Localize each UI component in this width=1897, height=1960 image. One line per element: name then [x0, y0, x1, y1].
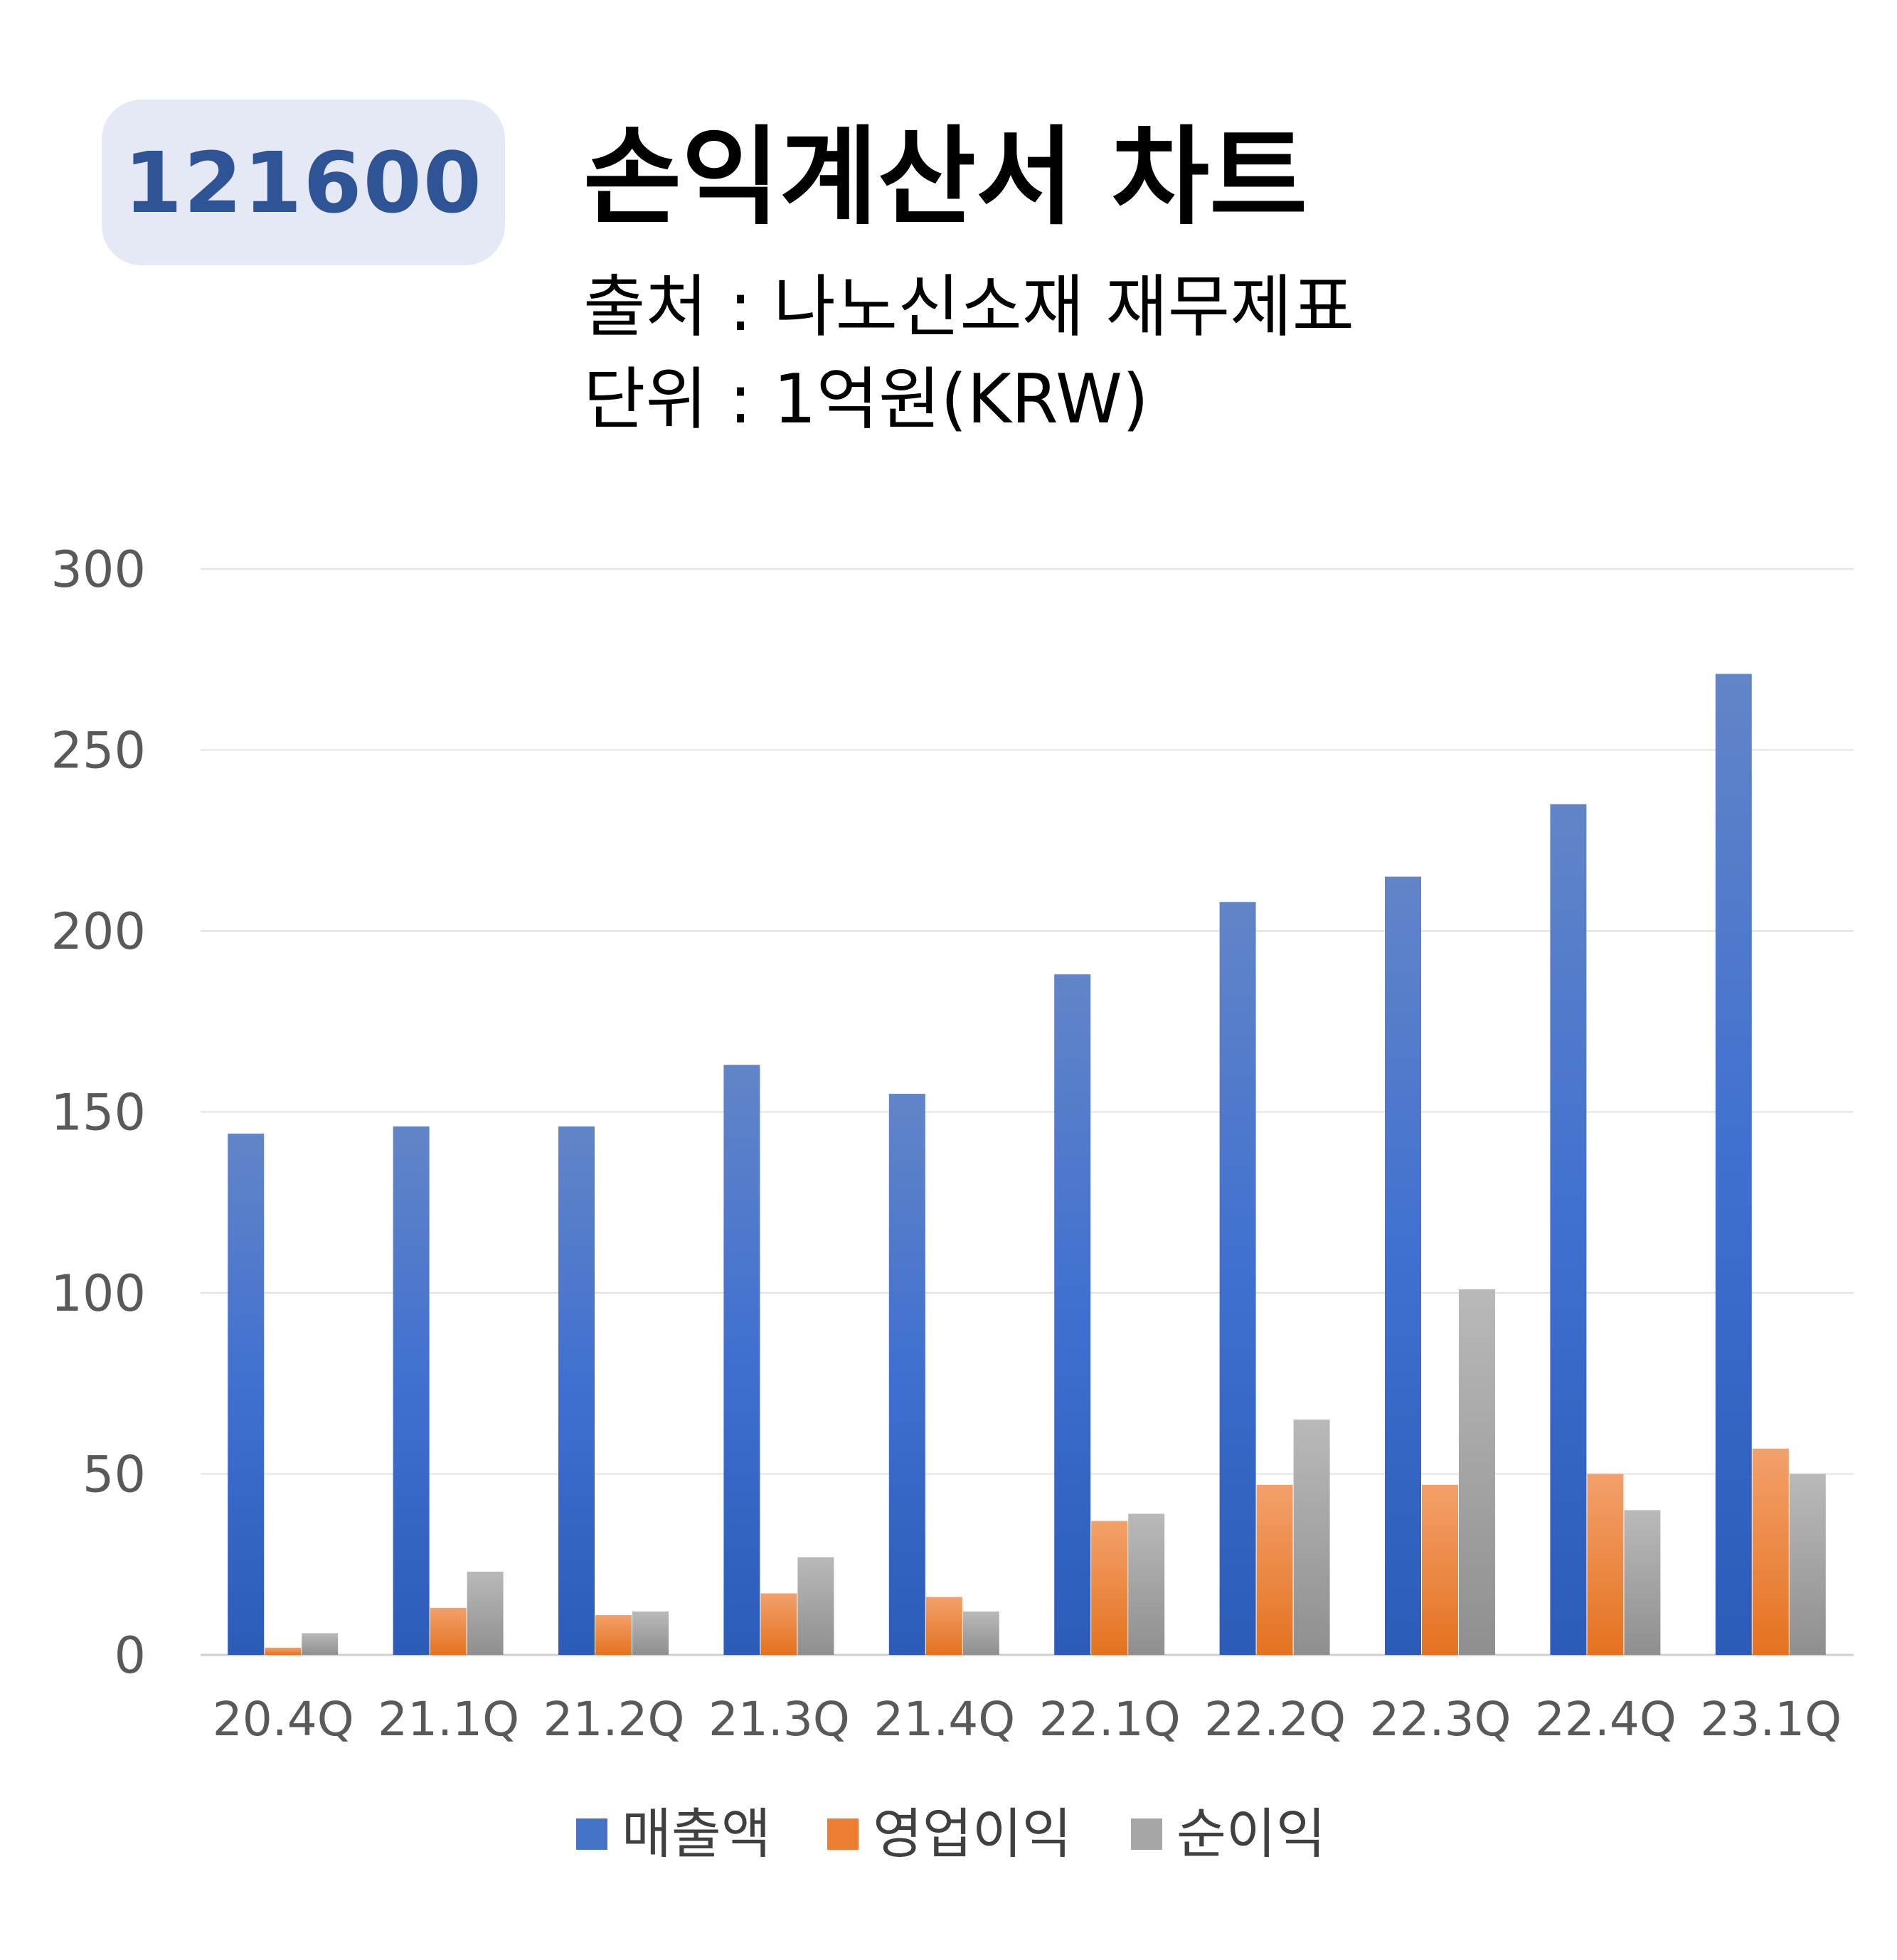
- bar-매출액-23.1Q: [1715, 673, 1752, 1655]
- legend-swatch: [827, 1818, 859, 1850]
- bar-영업이익-21.1Q: [430, 1607, 467, 1655]
- legend: 매출액 영업이익 순이익: [576, 1802, 1326, 1865]
- x-tick-label: 22.1Q: [1039, 1692, 1181, 1747]
- x-tick-label: 21.3Q: [708, 1692, 850, 1747]
- legend-label: 순이익: [1176, 1802, 1326, 1865]
- bar-매출액-21.2Q: [558, 1126, 595, 1655]
- x-tick-label: 21.4Q: [873, 1692, 1015, 1747]
- stock-code: 121600: [124, 133, 483, 232]
- bar-순이익-21.4Q: [962, 1611, 999, 1655]
- legend-swatch: [1131, 1818, 1162, 1850]
- unit-line: 단위 : 1억원(KRW): [583, 361, 1149, 439]
- bar-영업이익-22.4Q: [1587, 1474, 1624, 1655]
- bar-영업이익-21.3Q: [760, 1593, 797, 1655]
- bar-순이익-21.2Q: [632, 1611, 669, 1655]
- y-tick-label: 300: [51, 540, 146, 599]
- bar-매출액-22.4Q: [1550, 804, 1587, 1655]
- legend-label: 영업이익: [873, 1802, 1072, 1865]
- y-tick-label: 250: [51, 722, 146, 780]
- bar-순이익-22.4Q: [1624, 1510, 1661, 1655]
- bar-순이익-23.1Q: [1789, 1474, 1826, 1655]
- bars: [228, 673, 1826, 1655]
- x-tick-label: 22.2Q: [1204, 1692, 1346, 1747]
- x-tick-label: 20.4Q: [213, 1692, 354, 1747]
- bar-영업이익-23.1Q: [1752, 1448, 1789, 1655]
- x-tick-label: 22.3Q: [1370, 1692, 1511, 1747]
- bar-매출액-21.1Q: [393, 1126, 430, 1655]
- x-tick-label: 21.1Q: [378, 1692, 519, 1747]
- bar-매출액-20.4Q: [228, 1134, 265, 1655]
- x-axis: 20.4Q 21.1Q 21.2Q 21.3Q 21.4Q 22.1Q 22.2Q 22.3Q…: [213, 1692, 1842, 1747]
- y-tick-label: 0: [114, 1626, 146, 1685]
- chart-title: 손익계산서 차트: [583, 116, 1308, 240]
- stock-code-badge: 121600: [102, 100, 505, 265]
- legend-label: 매출액: [622, 1802, 771, 1865]
- y-tick-label: 150: [51, 1084, 146, 1142]
- x-tick-label: 22.4Q: [1535, 1692, 1677, 1747]
- bar-순이익-20.4Q: [302, 1633, 339, 1655]
- bar-영업이익-21.4Q: [925, 1597, 962, 1655]
- bar-순이익-22.3Q: [1459, 1289, 1495, 1655]
- y-axis: 0 50 100 150 200 250 300: [51, 540, 146, 1685]
- bar-영업이익-22.1Q: [1091, 1520, 1128, 1655]
- y-tick-label: 50: [83, 1446, 146, 1504]
- bar-매출액-21.3Q: [723, 1065, 760, 1655]
- x-tick-label: 23.1Q: [1700, 1692, 1842, 1747]
- bar-영업이익-22.2Q: [1256, 1484, 1293, 1655]
- bar-매출액-22.2Q: [1219, 902, 1256, 1655]
- bar-매출액-21.4Q: [888, 1094, 925, 1655]
- bar-순이익-22.1Q: [1128, 1513, 1165, 1655]
- bar-영업이익-21.2Q: [595, 1615, 632, 1655]
- y-tick-label: 200: [51, 902, 146, 961]
- source-line: 출처 : 나노신소재 재무제표: [583, 268, 1355, 346]
- gridlines: [201, 568, 1854, 1656]
- bar-영업이익-22.3Q: [1422, 1484, 1458, 1655]
- bar-순이익-21.1Q: [467, 1571, 504, 1655]
- bar-영업이익-20.4Q: [265, 1647, 302, 1655]
- x-tick-label: 21.2Q: [543, 1692, 685, 1747]
- bar-순이익-22.2Q: [1293, 1420, 1330, 1655]
- bar-순이익-21.3Q: [797, 1557, 834, 1655]
- bar-매출액-22.1Q: [1054, 974, 1091, 1655]
- y-tick-label: 100: [51, 1264, 146, 1323]
- legend-swatch: [576, 1818, 607, 1850]
- bar-매출액-22.3Q: [1385, 876, 1421, 1655]
